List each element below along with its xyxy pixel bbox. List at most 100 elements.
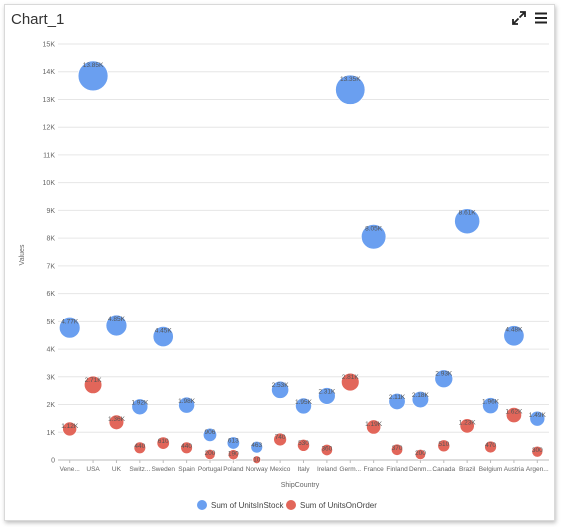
data-label: 740 (275, 434, 286, 441)
legend-label-units-on-order[interactable]: Sum of UnitsOnOrder (300, 501, 377, 510)
bubble-units-on-order[interactable] (459, 418, 475, 434)
legend-marker-units-on-order[interactable] (286, 500, 296, 510)
bubble-units-on-order[interactable] (83, 375, 103, 395)
hamburger-menu-icon[interactable] (534, 11, 548, 25)
bubble-units-on-order[interactable] (531, 445, 544, 458)
data-label: 510 (438, 441, 449, 448)
data-label: 200 (415, 450, 426, 457)
data-label: 4.48K (505, 327, 523, 334)
y-tick-label: 13K (43, 97, 56, 104)
bubble-units-on-order[interactable] (366, 419, 382, 435)
data-label: 13.35K (340, 76, 361, 83)
bubble-units-in-stock[interactable] (271, 380, 290, 399)
bubble-units-in-stock[interactable] (58, 316, 81, 339)
y-tick-label: 15K (43, 42, 56, 49)
data-label: 2.81K (342, 374, 360, 381)
x-tick-label: France (364, 466, 385, 473)
data-label: 613 (228, 438, 239, 445)
bubble-units-in-stock[interactable] (131, 398, 149, 416)
legend: Sum of UnitsInStock Sum of UnitsOnOrder (197, 500, 377, 510)
bubble-units-on-order[interactable] (484, 440, 497, 454)
bubble-units-in-stock[interactable] (529, 410, 546, 427)
data-label: 530 (298, 440, 309, 447)
data-label: 440 (134, 443, 145, 450)
bubble-units-on-order[interactable] (227, 449, 240, 461)
x-tick-label: Mexico (270, 466, 291, 473)
data-label: 1.23K (459, 420, 477, 427)
x-tick-label: Argen... (526, 466, 549, 473)
data-label: 470 (485, 442, 496, 449)
x-tick-label: Portugal (198, 466, 223, 473)
data-label: 8.05K (365, 225, 383, 232)
x-tick-label: Denm... (409, 466, 432, 473)
expand-icon[interactable] (512, 11, 526, 25)
y-tick-label: 4K (46, 347, 55, 354)
data-label: 1.19K (365, 421, 383, 428)
x-tick-label: Switz... (129, 466, 150, 473)
y-tick-label: 2K (46, 402, 55, 409)
y-tick-label: 3K (46, 374, 55, 381)
x-tick-label: Ireland (317, 466, 337, 473)
data-label: 1.92K (131, 400, 149, 407)
bubble-units-on-order[interactable] (390, 443, 404, 456)
bubble-units-in-stock[interactable] (202, 427, 218, 443)
bubble-units-on-order[interactable] (204, 448, 216, 461)
bubble-units-on-order[interactable] (180, 441, 193, 455)
x-tick-label: Vene... (60, 466, 80, 473)
bubble-units-in-stock[interactable] (77, 60, 109, 92)
bubble-units-in-stock[interactable] (388, 392, 406, 411)
bubble-units-in-stock[interactable] (454, 208, 481, 235)
chart-title: Chart_1 (11, 11, 65, 28)
data-label: 2.71K (85, 377, 103, 384)
y-tick-label: 10K (43, 180, 56, 187)
legend-marker-units-in-stock[interactable] (197, 500, 207, 510)
x-tick-label: Germ... (339, 466, 361, 473)
bubble-units-on-order[interactable] (62, 421, 78, 437)
bubble-units-in-stock[interactable] (152, 325, 174, 348)
bubble-units-in-stock[interactable] (105, 314, 128, 337)
x-tick-label: Spain (178, 466, 195, 473)
bubble-units-in-stock[interactable] (411, 390, 430, 409)
y-tick-label: 9K (46, 208, 55, 215)
y-tick-label: 1K (46, 430, 55, 437)
x-tick-label: Brazil (459, 466, 476, 473)
bubble-units-in-stock[interactable] (294, 397, 313, 415)
y-tick-label: 7K (46, 263, 55, 270)
data-label: 1.49K (529, 412, 547, 419)
bubble-units-on-order[interactable] (156, 436, 170, 450)
axis-layer: 0 1K 2K 3K 4K 5K 6K 7K 8K 9K 10K 11K 12K 13K 14K 15K Ven… (43, 42, 549, 474)
bubble-units-on-order[interactable] (108, 414, 125, 431)
bubble-units-on-order[interactable] (340, 372, 360, 392)
x-tick-label: Austria (504, 466, 525, 473)
bubble-units-on-order[interactable] (414, 448, 427, 461)
bubble-units-on-order[interactable] (252, 455, 262, 465)
bubble-units-on-order[interactable] (437, 439, 451, 453)
bubble-units-on-order[interactable] (296, 438, 311, 452)
bubble-units-on-order[interactable] (320, 443, 334, 457)
bubble-units-in-stock[interactable] (360, 223, 387, 250)
bubble-units-on-order[interactable] (133, 441, 147, 455)
data-label: 1.96K (482, 399, 500, 406)
bubble-units-in-stock[interactable] (250, 440, 264, 454)
y-tick-label: 6K (46, 291, 55, 298)
data-label: 4.45K (155, 327, 173, 334)
data-label: 190 (228, 450, 239, 457)
legend-label-units-in-stock[interactable]: Sum of UnitsInStock (211, 501, 284, 510)
data-label: 8.61K (459, 210, 477, 217)
data-label: 2.31K (318, 388, 336, 395)
bubble-units-in-stock[interactable] (335, 74, 366, 105)
bubble-units-on-order[interactable] (505, 406, 523, 424)
bubble-units-in-stock[interactable] (178, 396, 196, 414)
bubble-units-in-stock[interactable] (482, 397, 500, 415)
bubble-units-in-stock[interactable] (317, 387, 336, 405)
x-tick-label: Poland (223, 466, 244, 473)
x-tick-label: Italy (298, 466, 311, 473)
data-label: 300 (532, 447, 543, 454)
data-label: 200 (205, 450, 216, 457)
bubble-units-in-stock[interactable] (503, 325, 525, 347)
y-axis-title: Values (19, 244, 26, 265)
bubble-units-on-order[interactable] (273, 432, 288, 447)
data-label: 1.95K (295, 399, 313, 406)
bubble-units-in-stock[interactable] (434, 369, 454, 389)
y-tick-label: 8K (46, 236, 55, 243)
